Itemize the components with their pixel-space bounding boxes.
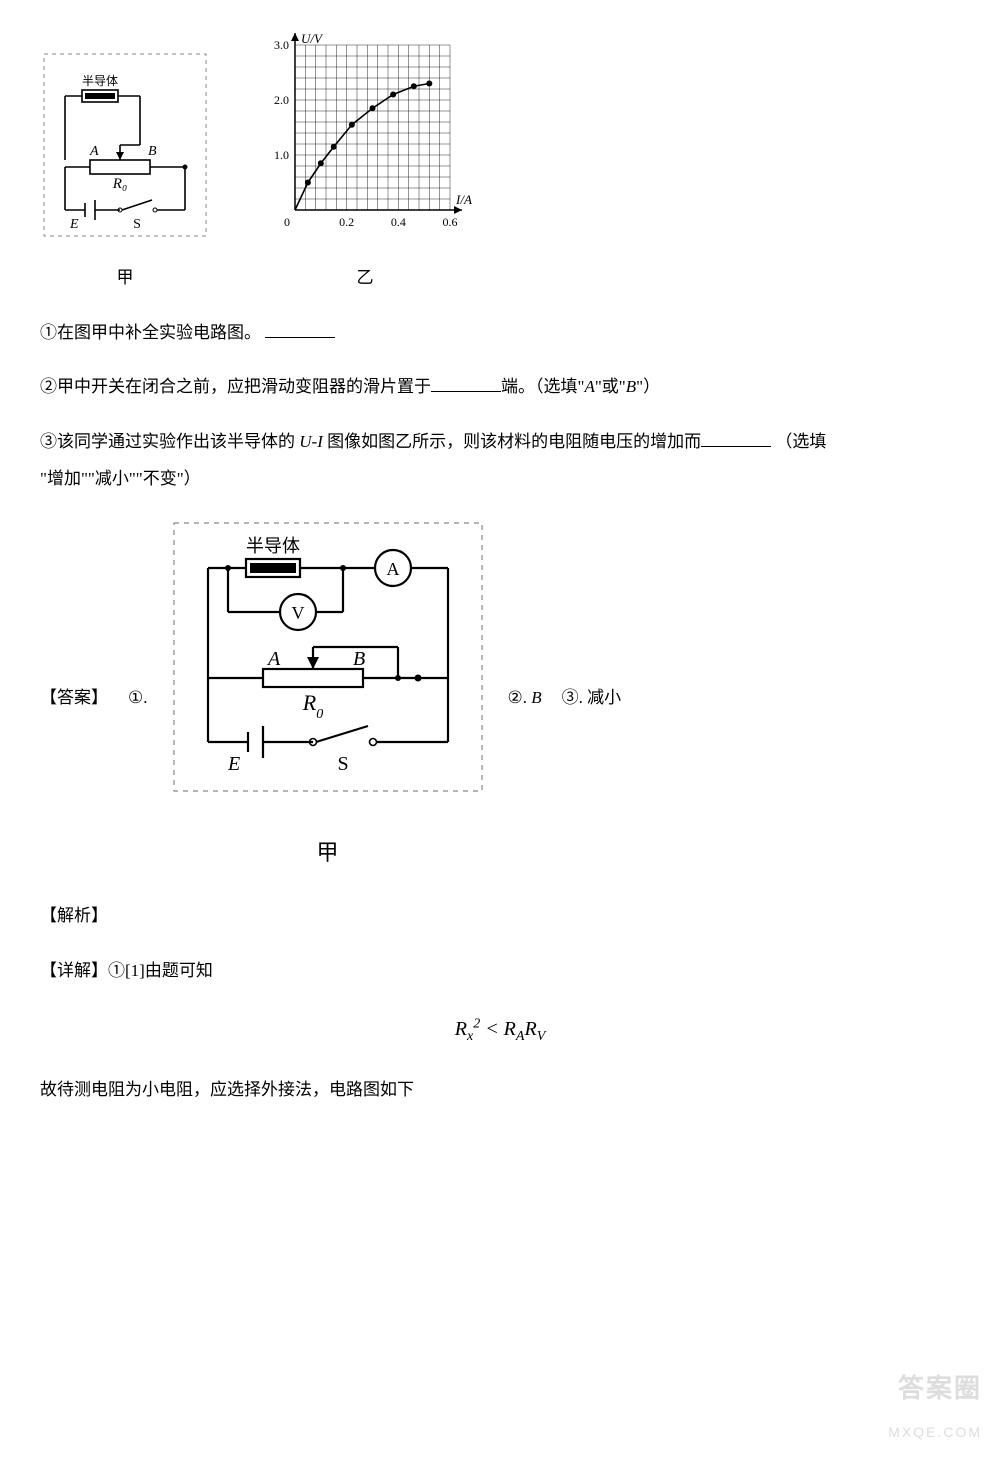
svg-text:E: E [69,217,79,232]
q2-blank [431,373,501,392]
explain-sec1: 【解析】 [40,897,960,934]
svg-text:R0: R0 [301,690,322,722]
formula: Rx2 < RARV [40,1007,960,1053]
watermark-line2: MXQE.COM [888,1417,982,1448]
svg-text:3.0: 3.0 [274,38,289,52]
watermark-line1: 答案圈 [888,1360,982,1417]
q2-text-d: "） [636,377,660,396]
fig-label-jia-1: 甲 [40,259,210,296]
fig-circuit-incomplete: 半导体 A B R₀ E S 甲 [40,50,210,297]
q3-text-c: （选填 [775,432,826,451]
svg-text:S: S [133,217,141,232]
watermark: 答案圈 MXQE.COM [888,1360,982,1448]
ans-val-2: B [531,688,541,707]
explain-sec3: 故待测电阻为小电阻，应选择外接法，电路图如下 [40,1071,960,1108]
svg-text:0.4: 0.4 [391,215,406,229]
q1-text: ①在图甲中补全实验电路图。 [40,323,261,342]
fig-circuit-answer: 半导体 A V A B R0 E S 甲 [168,517,488,877]
svg-text:半导体: 半导体 [82,74,118,88]
ans-val-3: 减小 [587,688,621,707]
fig-label-yi: 乙 [250,259,480,296]
ans-num-1: ①. [128,679,148,716]
svg-text:0.2: 0.2 [339,215,354,229]
q3-text-b: 图像如图乙所示，则该材料的电阻随电压的增加而 [323,432,701,451]
svg-text:1.0: 1.0 [274,148,289,162]
top-figures: 半导体 A B R₀ E S 甲 0 0.2 0.4 0.6 1.0 2.0 3.0 I/A U/V 乙 [40,30,960,297]
ans-2: ②. B [508,679,542,716]
svg-text:B: B [148,144,157,159]
circuit-diagram-1: 半导体 A B R₀ E S [40,50,210,240]
q2-text-a: ②甲中开关在闭合之前，应把滑动变阻器的滑片置于 [40,377,431,396]
circuit-diagram-answer: 半导体 A V A B R0 E S [168,517,488,797]
answer-row: 【答案】 ①. 半导体 A V A B R0 E S 甲 ②. B ③. 减小 [40,517,960,877]
svg-text:0: 0 [284,215,290,229]
question-3: ③该同学通过实验作出该半导体的 U-I 图像如图乙所示，则该材料的电阻随电压的增… [40,423,960,498]
q2-text-b: 端。（选填" [501,377,584,396]
svg-text:S: S [337,753,348,775]
ui-graph: 0 0.2 0.4 0.6 1.0 2.0 3.0 I/A U/V [250,30,480,240]
ans-num-3: ③. [562,688,588,707]
q2-optA: A [584,377,594,396]
explain-sec2: 【详解】①[1]由题可知 [40,952,960,989]
svg-text:A: A [266,648,281,670]
svg-text:I/A: I/A [455,192,472,207]
q2-text-c: "或" [595,377,626,396]
svg-text:E: E [227,753,240,775]
svg-text:U/V: U/V [301,31,324,46]
ans-3: ③. 减小 [562,679,622,716]
svg-text:0.6: 0.6 [443,215,458,229]
svg-text:2.0: 2.0 [274,93,289,107]
svg-text:R₀: R₀ [112,176,127,192]
q2-optB: B [626,377,636,396]
fig-label-jia-2: 甲 [168,829,488,877]
q3-blank [701,428,771,447]
svg-text:V: V [291,603,304,623]
answer-label: 【答案】 [40,679,108,716]
q3-text-a: ③该同学通过实验作出该半导体的 [40,432,299,451]
svg-text:B: B [353,648,365,670]
fig-graph: 0 0.2 0.4 0.6 1.0 2.0 3.0 I/A U/V 乙 [250,30,480,297]
ans-num-2: ②. [508,688,532,707]
question-2: ②甲中开关在闭合之前，应把滑动变阻器的滑片置于 端。（选填"A"或"B"） [40,368,960,405]
svg-text:A: A [386,559,399,579]
q1-blank [265,319,335,338]
q3-uv: U-I [299,432,323,451]
q3-text-d: "增加""减小""不变"） [40,469,201,488]
svg-text:半导体: 半导体 [246,536,300,556]
question-1: ①在图甲中补全实验电路图。 [40,314,960,351]
svg-text:A: A [89,144,99,159]
